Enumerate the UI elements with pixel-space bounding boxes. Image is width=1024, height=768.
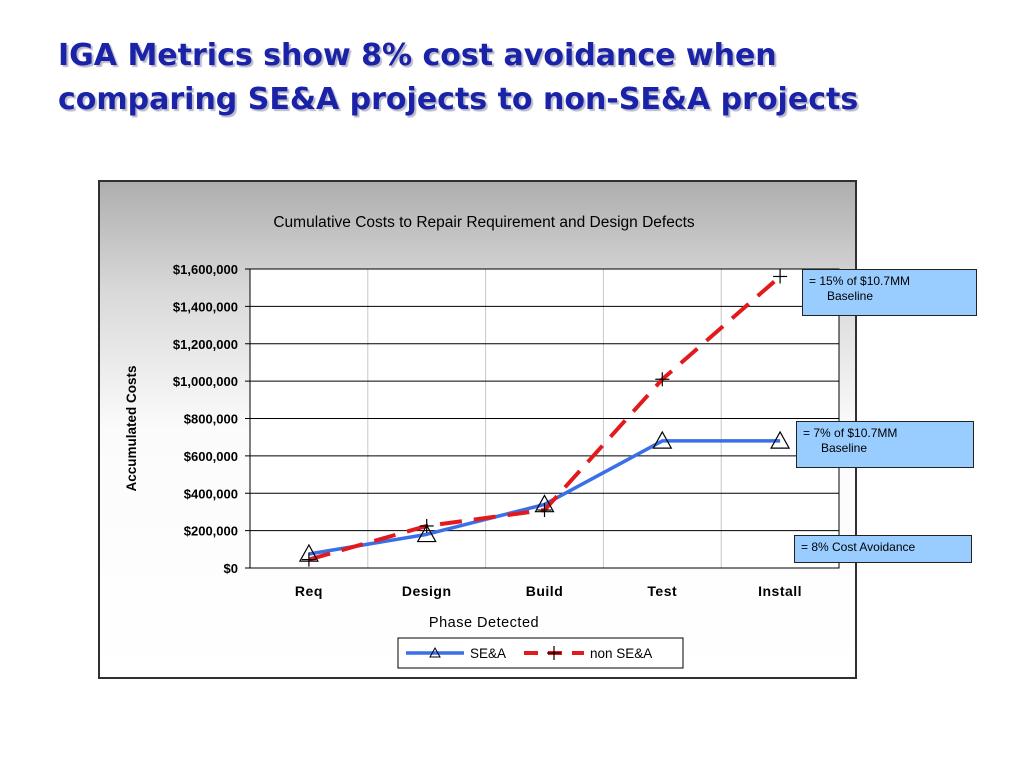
legend-marker-sea xyxy=(429,646,441,658)
data-point-non-sea xyxy=(419,518,434,533)
x-tick-label: Install xyxy=(758,583,802,599)
y-tick-label: $1,200,000 xyxy=(173,337,238,352)
callout-non-sea-line-2: Baseline xyxy=(827,289,874,303)
data-point-non-sea xyxy=(301,552,316,567)
y-tick-label: $0 xyxy=(224,561,238,576)
y-tick-label: $800,000 xyxy=(184,412,238,427)
y-tick-label: $1,400,000 xyxy=(173,299,238,314)
legend-marker-non-sea xyxy=(547,646,561,660)
y-tick-label: $1,000,000 xyxy=(173,374,238,389)
slide-title-line-1: IGA Metrics show 8% cost avoidance when xyxy=(58,38,777,73)
y-tick-label: $200,000 xyxy=(184,524,238,539)
callout-sea-line-1: = 7% of $10.7MM xyxy=(803,426,898,440)
data-point-non-sea xyxy=(773,269,788,284)
y-tick-label: $1,600,000 xyxy=(173,262,238,277)
chart-svg: Cumulative Costs to Repair Requirement a… xyxy=(124,214,840,669)
y-tick-label: $600,000 xyxy=(184,449,238,464)
x-axis-label: Phase Detected xyxy=(429,615,539,631)
data-point-non-sea xyxy=(537,503,552,518)
data-point-sea xyxy=(416,524,437,543)
slide-title-line-2: comparing SE&A projects to non-SE&A proj… xyxy=(58,82,859,117)
callout-non-sea-line-1: = 15% of $10.7MM xyxy=(809,274,911,288)
y-tick-label: $400,000 xyxy=(184,486,238,501)
callout-sea: = 7% of $10.7MM Baseline xyxy=(796,421,974,468)
x-tick-label: Design xyxy=(402,583,452,599)
y-axis-label: Accumulated Costs xyxy=(124,365,139,491)
chart-title: Cumulative Costs to Repair Requirement a… xyxy=(273,214,695,231)
callout-sea-line-2: Baseline xyxy=(821,441,868,455)
callout-cost-avoidance: = 8% Cost Avoidance xyxy=(794,535,972,563)
legend-label-sea: SE&A xyxy=(470,646,506,661)
callout-non-sea: = 15% of $10.7MM Baseline xyxy=(802,269,977,316)
callout-cost-avoidance-line-1: = 8% Cost Avoidance xyxy=(801,540,916,554)
slide-title: IGA Metrics show 8% cost avoidance when … xyxy=(58,34,958,122)
legend-label-non-sea: non SE&A xyxy=(590,646,652,661)
x-tick-label: Build xyxy=(526,583,564,599)
data-point-sea xyxy=(652,430,673,449)
chart-frame: Cumulative Costs to Repair Requirement a… xyxy=(98,180,857,679)
x-tick-label: Req xyxy=(295,583,323,599)
x-tick-label: Test xyxy=(647,583,677,599)
data-point-non-sea xyxy=(655,372,670,387)
plot-border xyxy=(249,268,840,569)
data-point-sea xyxy=(770,430,791,449)
